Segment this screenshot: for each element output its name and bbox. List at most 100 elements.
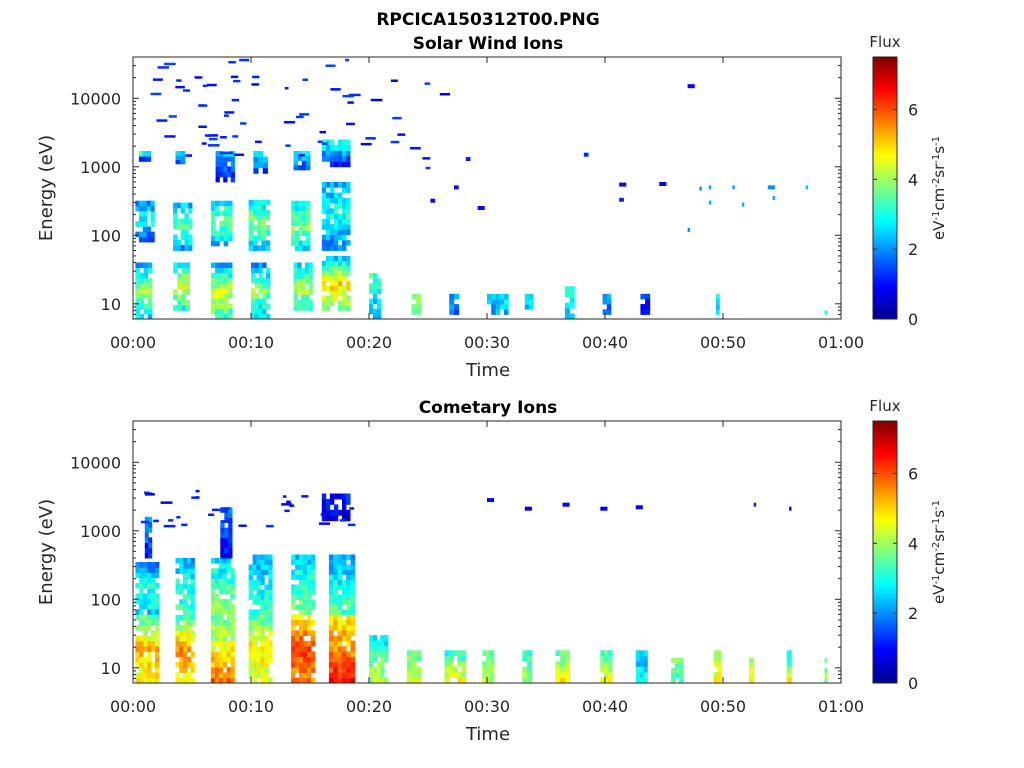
flux-cell [195, 489, 200, 493]
flux-cell [333, 150, 339, 157]
flux-cell [325, 150, 331, 157]
flux-cell [325, 260, 331, 267]
flux-cell [251, 277, 256, 284]
flux-cell [226, 672, 231, 679]
flux-cell [155, 661, 160, 668]
flux-cell [230, 614, 235, 621]
flux-cell [302, 640, 308, 647]
flux-cell [210, 594, 216, 600]
flux-cell [230, 604, 235, 610]
flux-patch [135, 262, 153, 320]
flux-cell [135, 646, 140, 652]
flux-cell [333, 656, 338, 663]
flux-cell [329, 187, 335, 193]
flux-cell [210, 573, 216, 579]
flux-cell [142, 216, 148, 222]
flux-cell [350, 559, 356, 565]
flux-cell [222, 661, 227, 668]
flux-cell [328, 656, 334, 663]
flux-cell [338, 270, 343, 277]
flux-cell [268, 656, 273, 663]
flux-cell [219, 230, 224, 237]
flux-cell [180, 155, 186, 160]
flux-cell [411, 304, 417, 310]
flux-cell [569, 286, 575, 293]
flux-cell [372, 293, 378, 299]
flux-segment [687, 84, 695, 89]
flux-cell [640, 309, 646, 315]
flux-cell [147, 298, 153, 304]
flux-cell [333, 609, 338, 615]
flux-cell [522, 655, 528, 662]
flux-cell [384, 635, 389, 641]
flux-cell [220, 520, 232, 523]
flux-cell [325, 275, 331, 282]
flux-cell [230, 594, 235, 600]
flux-cell [248, 630, 253, 636]
flux-cell [333, 270, 339, 277]
flux-cell [264, 584, 269, 590]
flux-cell [222, 588, 227, 595]
flux-cell [306, 579, 312, 585]
flux-cell [252, 656, 257, 663]
flux-cell [491, 304, 496, 310]
flux-cell [608, 655, 613, 662]
flux-cell [713, 677, 718, 684]
flux-cell [135, 625, 140, 631]
flux-cell [219, 225, 224, 232]
flux-cell [261, 235, 266, 241]
flux-cell [293, 151, 298, 157]
flux-segment [767, 185, 775, 190]
flux-cell [190, 604, 195, 610]
flux-segment [789, 506, 792, 511]
flux-cell [337, 609, 343, 615]
flux-cell [226, 677, 231, 684]
flux-cell [258, 267, 263, 274]
flux-cell [175, 672, 180, 679]
flux-cell [264, 635, 269, 642]
flux-cell [338, 305, 343, 311]
flux-cell [135, 221, 140, 227]
flux-cell [449, 304, 455, 310]
flux-cell [135, 677, 140, 684]
flux-cell [341, 569, 347, 575]
flux-cell [262, 298, 267, 304]
flux-cell [155, 672, 160, 679]
flux-cell [183, 646, 188, 652]
flux-cell [325, 155, 331, 162]
flux-cell [147, 640, 152, 647]
flux-cell [306, 630, 312, 636]
flux-cell [173, 218, 178, 225]
flux-cell [155, 614, 160, 621]
flux-cell [223, 267, 229, 274]
flux-cell [135, 562, 140, 568]
flux-patch [135, 200, 155, 243]
flux-cell [346, 635, 351, 642]
flux-cell [305, 160, 311, 166]
flux-cell [411, 672, 417, 678]
flux-cell [264, 569, 269, 575]
flux-cell [215, 230, 220, 237]
flux-cell [248, 235, 254, 241]
flux-cell [264, 609, 269, 615]
flux-cell [143, 593, 148, 600]
flux-cell [260, 651, 265, 658]
flux-cell [214, 568, 220, 574]
flux-patch [321, 139, 351, 168]
solar-wind-panel: Solar Wind Ions 00:00 00:10 00:20 00:30 00:4… [36, 33, 948, 381]
flux-cell [749, 667, 755, 674]
flux-cell [219, 151, 230, 155]
flux-cell [190, 614, 195, 621]
flux-cell [186, 672, 191, 679]
flux-cell [306, 230, 311, 236]
flux-cell [461, 672, 467, 678]
x-tick-label: 00:50 [700, 333, 746, 352]
flux-cell [148, 542, 153, 549]
flux-cell [135, 288, 140, 294]
flux-cell [284, 121, 296, 124]
flux-cell [146, 236, 151, 243]
flux-cell [186, 662, 191, 668]
flux-cell [330, 88, 341, 91]
flux-cell [604, 655, 609, 662]
flux-cell [319, 130, 326, 134]
